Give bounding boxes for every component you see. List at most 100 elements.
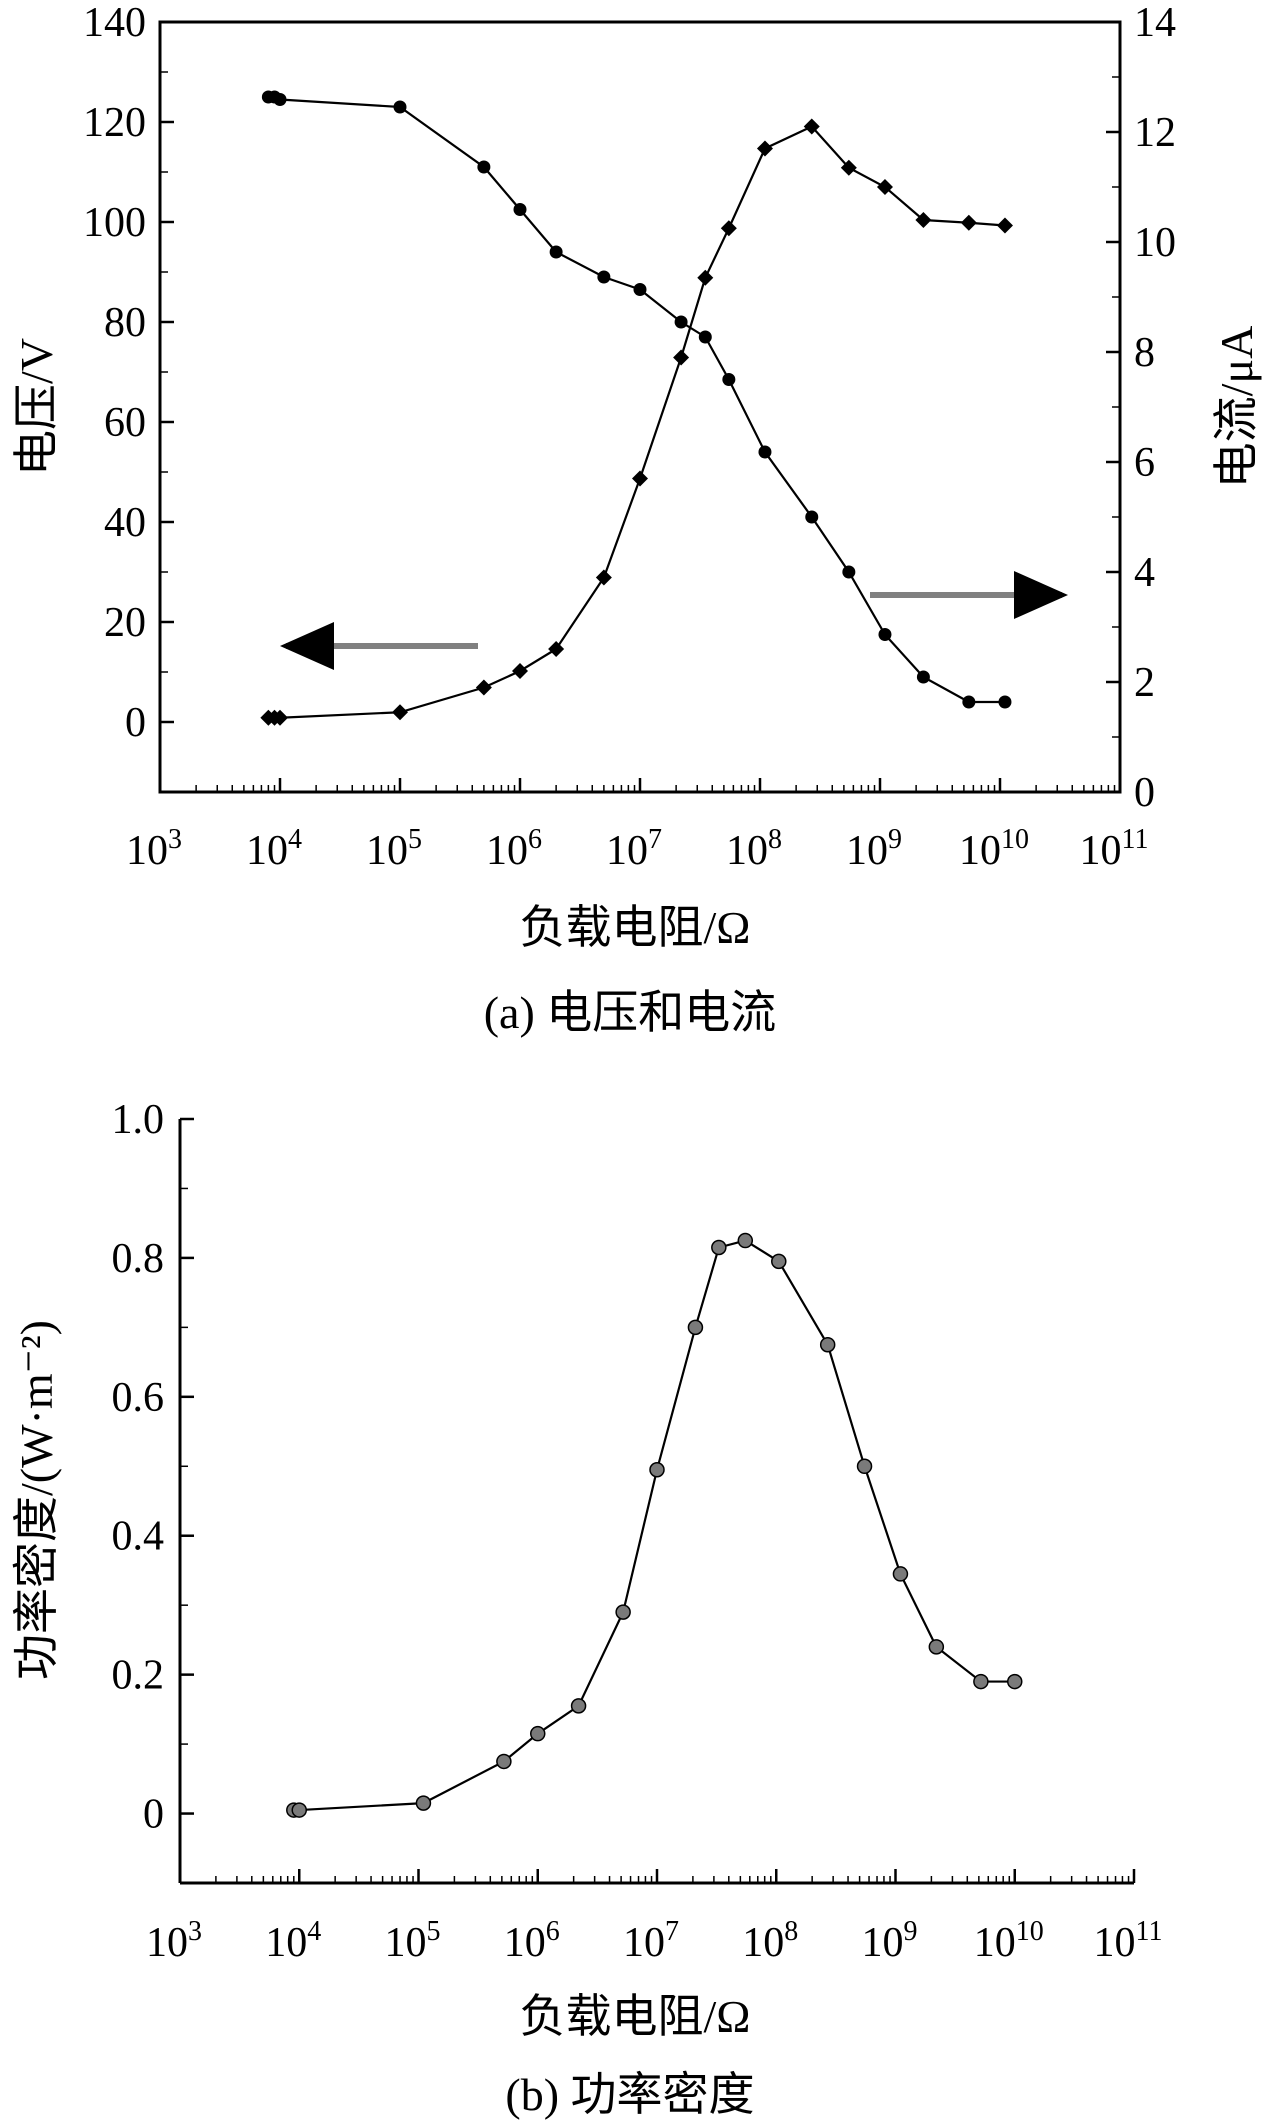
power-density-point [711,1239,727,1256]
y-right-tick-label: 14 [1134,0,1176,46]
current-data-point [595,569,612,586]
voltage-data-point [878,628,892,641]
y-left-tick-label: 40 [104,500,146,546]
x-tick-label-b: 103 [146,1916,202,1966]
x-tick-label-b: 105 [385,1916,441,1966]
voltage-data-point [722,373,736,386]
power-density-point [570,1698,587,1714]
y-right-tick-label: 10 [1134,220,1176,266]
voltage-data-point [758,445,772,459]
y-tick-label-b: 1.0 [112,1097,165,1143]
axis-arrows-a [280,571,1068,670]
voltage-data-point [393,100,407,114]
series-b [286,1232,1023,1818]
current-data-point [996,217,1013,234]
power-density-point [496,1753,512,1770]
x-tick-label-b: 106 [504,1916,560,1966]
y-tick-label-b: 0.4 [112,1514,165,1560]
x-tick-label-a: 104 [246,824,302,874]
x-tick-label-a: 103 [126,824,182,874]
voltage-data-point [477,160,491,174]
current-data-point [720,220,737,237]
x-tick-label-a: 108 [726,824,782,874]
current-data-point [632,470,648,487]
power-density-line [293,1239,1015,1812]
y-left-tick-label: 80 [104,300,146,346]
voltage-data-point [962,695,976,709]
power-density-point [615,1604,631,1620]
y-left-tick-label: 0 [125,700,146,746]
power-density-point [771,1253,787,1270]
tick-labels-a: 103 104 105 106 107 108 109 1010 101102040608010… [83,0,1176,874]
power-density-point [530,1725,546,1742]
power-density-point [973,1673,989,1690]
x-tick-label-b: 107 [623,1916,679,1966]
current-data-point [272,709,288,726]
y-right-tick-label: 8 [1134,330,1155,376]
y-tick-label-b: 0 [143,1792,164,1838]
y-left-tick-label: 60 [104,400,146,446]
power-density-point [928,1639,945,1655]
current-data-point [915,212,932,228]
power-density-point [649,1461,665,1478]
voltage-data-point [805,510,819,524]
voltage-current-chart: 103 104 105 106 107 108 109 1010 101102040608010… [11,0,1262,1038]
x-tick-label-b: 1011 [1094,1916,1163,1966]
y-axis-label-right: 电流/μA [1211,326,1262,489]
voltage-data-point [916,670,930,684]
y-left-tick-label: 20 [104,600,146,646]
y-right-tick-label: 0 [1134,770,1155,816]
power-density-chart: 103 104 105 106 107 108 109 1010 1011 0 0.2 0.4 0.6 0… [11,1097,1162,2120]
power-density-point [291,1802,307,1818]
current-data-point [548,641,565,657]
series-a [260,90,1013,726]
axis-ticks-b [178,1117,1136,1883]
x-axis-label-a: 负载电阻/Ω [520,902,751,953]
x-tick-label-a: 107 [606,824,662,874]
x-tick-label-b: 104 [265,1916,321,1966]
voltage-data-point [597,270,611,284]
voltage-data-point [998,695,1012,709]
current-data-point [756,140,773,157]
tick-labels-b: 103 104 105 106 107 108 109 1010 1011 0 0.2 0.4 0.6 0… [112,1097,1163,1966]
voltage-data-point [633,283,647,296]
voltage-data-point [513,203,527,216]
y-axis-label-b: 功率密度/(W·m⁻²) [11,1320,62,1680]
x-tick-label-a: 105 [366,824,422,874]
y-left-tick-label: 140 [83,0,146,46]
caption-a: (a) 电压和电流 [484,987,777,1038]
voltage-series-line [268,95,1005,704]
power-density-point [856,1458,873,1475]
voltage-data-point [842,565,856,579]
power-density-point [819,1336,836,1353]
x-tick-label-a: 106 [486,824,542,874]
power-density-point [892,1566,909,1582]
x-tick-label-b: 108 [742,1916,798,1966]
y-right-tick-label: 12 [1134,110,1176,156]
y-right-tick-label: 4 [1134,550,1155,596]
axes-b [178,1119,1134,1885]
caption-b: (b) 功率密度 [505,2069,754,2120]
x-tick-label-b: 1010 [974,1916,1044,1966]
y-tick-label-b: 0.8 [112,1236,165,1282]
current-data-point [673,349,690,366]
x-tick-label-a: 109 [846,824,902,874]
y-tick-label-b: 0.2 [112,1653,165,1699]
x-tick-label-a: 1011 [1080,824,1149,874]
current-data-point [697,269,714,286]
current-data-point [803,118,820,135]
y-left-tick-label: 100 [83,200,146,246]
voltage-data-point [674,315,688,329]
y-tick-label-b: 0.6 [112,1375,165,1421]
current-data-point [876,179,893,195]
power-density-point [687,1319,704,1336]
y-left-tick-label: 120 [83,100,146,146]
x-tick-label-b: 109 [862,1916,918,1966]
current-data-point [475,679,492,696]
power-density-point [1007,1673,1023,1690]
voltage-data-point [698,330,712,344]
voltage-data-point [273,93,287,106]
axis-ticks-a [158,20,1122,794]
power-density-point [737,1232,754,1249]
